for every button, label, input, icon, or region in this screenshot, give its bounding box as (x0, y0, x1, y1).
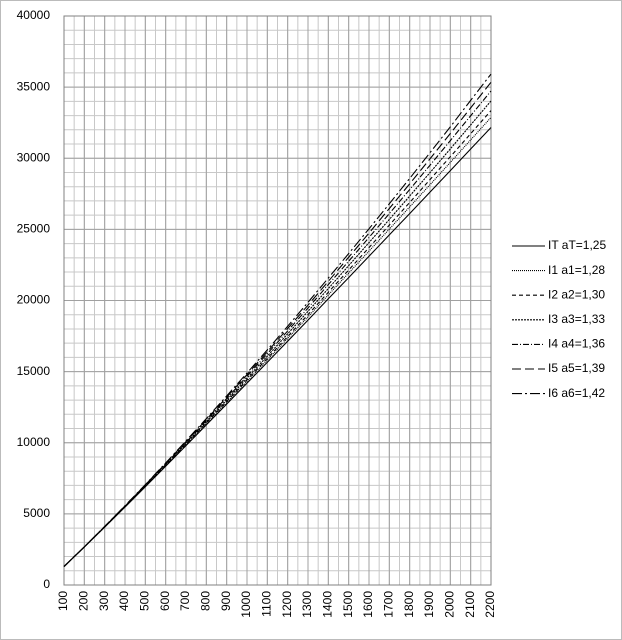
x-tick-label: 1500 (341, 591, 355, 618)
x-tick-label: 900 (219, 591, 233, 611)
y-tick-label: 5000 (23, 506, 50, 520)
x-tick-label: 600 (158, 591, 172, 611)
series-line (63, 90, 492, 567)
x-tick-label: 1000 (239, 591, 253, 618)
y-tick-label: 25000 (17, 222, 51, 236)
y-tick-label: 30000 (17, 150, 51, 164)
legend-label: I5 a5=1,39 (548, 361, 605, 375)
x-tick-label: 1400 (321, 591, 335, 618)
x-tick-label: 400 (117, 591, 131, 611)
x-tick-label: 2000 (443, 591, 457, 618)
y-tick-label: 15000 (17, 364, 51, 378)
legend-label: I6 a6=1,42 (548, 386, 605, 400)
x-tick-label: 1200 (280, 591, 294, 618)
x-tick-label: 100 (56, 591, 70, 611)
series-line (63, 73, 492, 567)
x-tick-label: 700 (178, 591, 192, 611)
plot-border (63, 15, 492, 586)
x-tick-label: 1600 (361, 591, 375, 618)
x-tick-label: 1300 (300, 591, 314, 618)
legend-label: I2 a2=1,30 (548, 287, 605, 301)
x-tick-label: 2200 (483, 591, 497, 618)
y-tick-label: 0 (43, 577, 50, 591)
grid: 0 5000 10000 15000 20000 25000 30000 35000 40000… (17, 8, 498, 618)
x-tick-label: 1100 (260, 591, 274, 617)
legend-label: I3 a3=1,33 (548, 312, 605, 326)
x-tick-label: 1900 (422, 591, 436, 618)
legend-label: I4 a4=1,36 (548, 337, 605, 351)
x-tick-label: 300 (97, 591, 111, 611)
plot (63, 73, 492, 567)
x-tick-label: 500 (138, 591, 152, 611)
legend: IT aT=1,25 I1 a1=1,28 I2 a2=1,30 I3 a3=1,33… (512, 238, 606, 400)
series-line (63, 117, 492, 567)
y-tick-label: 35000 (17, 79, 51, 93)
x-tick-label: 2100 (463, 591, 477, 618)
y-tick-label: 20000 (17, 293, 51, 307)
legend-label: I1 a1=1,28 (548, 263, 605, 277)
y-tick-label: 40000 (17, 8, 51, 22)
legend-label: IT aT=1,25 (548, 238, 606, 252)
y-tick-label: 10000 (17, 435, 51, 449)
x-tick-label: 1800 (402, 591, 416, 618)
x-tick-label: 800 (199, 591, 213, 611)
x-tick-label: 200 (77, 591, 91, 611)
x-tick-label: 1700 (382, 591, 396, 618)
